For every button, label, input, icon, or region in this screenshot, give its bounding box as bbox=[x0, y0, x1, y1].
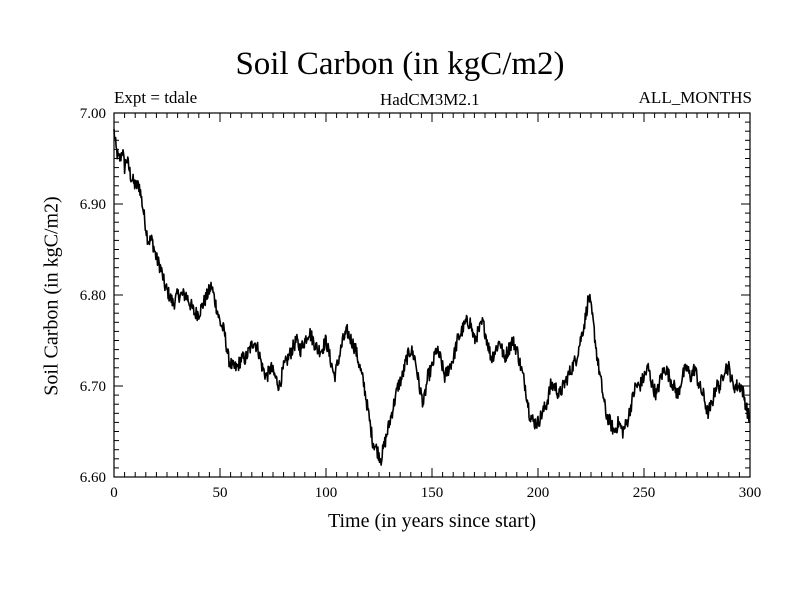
months-label: ALL_MONTHS bbox=[638, 88, 752, 107]
x-tick-label: 250 bbox=[633, 485, 656, 501]
x-tick-label: 150 bbox=[421, 485, 444, 501]
model-label: HadCM3M2.1 bbox=[380, 90, 480, 109]
y-tick-label: 6.80 bbox=[80, 288, 106, 304]
data-layer bbox=[113, 128, 751, 466]
y-tick-label: 6.60 bbox=[80, 470, 106, 486]
y-tick-label: 7.00 bbox=[80, 106, 106, 122]
x-axis-label: Time (in years since start) bbox=[327, 510, 537, 532]
x-tick-label: 200 bbox=[527, 485, 550, 501]
x-tick-label: 100 bbox=[315, 485, 338, 501]
series-line bbox=[113, 128, 751, 466]
x-tick-label: 0 bbox=[110, 485, 118, 501]
x-tick-label: 50 bbox=[213, 485, 228, 501]
ticks-layer: 0 50 100 150 200 250 300 6.60 6.70 6.80 6.90 7.00 bbox=[80, 106, 762, 501]
chart-title: Soil Carbon (in kgC/m2) bbox=[235, 46, 565, 82]
plot-frame bbox=[113, 112, 751, 478]
y-tick-label: 6.90 bbox=[80, 197, 106, 213]
x-tick-label: 300 bbox=[739, 485, 762, 501]
experiment-label: Expt = tdale bbox=[114, 88, 198, 107]
y-tick-label: 6.70 bbox=[80, 379, 106, 395]
